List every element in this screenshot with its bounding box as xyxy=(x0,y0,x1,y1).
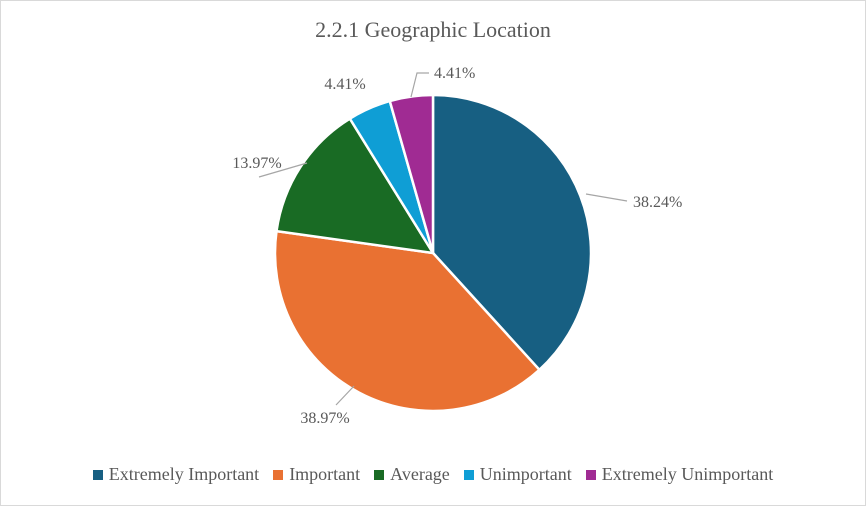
legend-item: Extremely Unimportant xyxy=(585,464,774,485)
legend-item: Unimportant xyxy=(463,464,572,485)
leader-line xyxy=(410,72,429,98)
legend-label: Extremely Important xyxy=(108,464,260,484)
legend-swatch xyxy=(374,469,385,480)
pie-slice-extremely-important xyxy=(431,93,593,372)
legend-swatch xyxy=(585,469,596,480)
chart-title: 2.2.1 Geographic Location xyxy=(315,17,551,42)
leader-line xyxy=(335,385,355,406)
legend-item: Extremely Important xyxy=(92,464,260,485)
data-label: 38.97% xyxy=(300,410,349,427)
legend-swatch xyxy=(92,469,103,480)
data-label: 4.41% xyxy=(434,65,475,82)
data-label: 38.24% xyxy=(633,194,682,211)
legend-label: Important xyxy=(289,464,361,484)
legend-label: Average xyxy=(390,464,450,484)
leader-line xyxy=(258,162,308,178)
leader-line xyxy=(585,193,628,202)
data-label: 4.41% xyxy=(324,76,365,93)
legend-swatch xyxy=(463,469,474,480)
legend-label: Extremely Unimportant xyxy=(601,464,774,484)
pie-slice-average xyxy=(275,117,435,255)
legend-item: Average xyxy=(374,464,450,485)
legend: Extremely Important Important Average Unimp… xyxy=(1,464,865,485)
legend-swatch xyxy=(273,469,284,480)
pie-slice-important xyxy=(273,229,541,413)
legend-label: Unimportant xyxy=(479,464,572,484)
legend-item: Important xyxy=(273,464,360,485)
data-label: 13.97% xyxy=(232,155,281,172)
